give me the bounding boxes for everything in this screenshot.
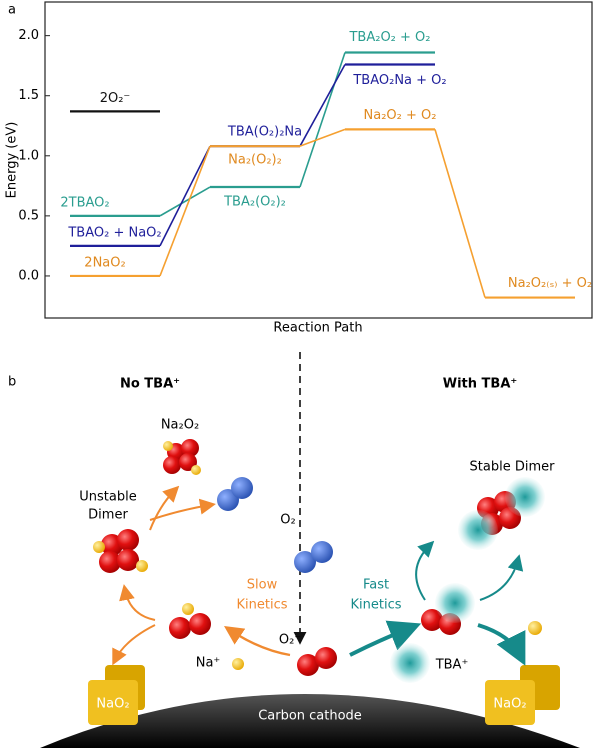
na-label: Na⁺ bbox=[196, 656, 221, 671]
slow-label: Kinetics bbox=[236, 598, 287, 613]
y-axis-label: Energy (eV) bbox=[5, 122, 20, 199]
level-label: TBAO₂Na + O₂ bbox=[352, 73, 446, 88]
level-label: Na₂(O₂)₂ bbox=[228, 153, 282, 168]
superoxide-label: O₂⁻ bbox=[279, 633, 301, 648]
na-ion bbox=[528, 621, 542, 635]
fast-arrow bbox=[349, 620, 422, 657]
nao2-left: NaO₂ bbox=[88, 665, 145, 725]
arrow bbox=[415, 540, 435, 601]
na-ion bbox=[232, 658, 244, 670]
arrow bbox=[112, 624, 156, 666]
o2-molecule bbox=[231, 477, 253, 499]
slow-arrow bbox=[224, 626, 291, 657]
stable-label: Stable Dimer bbox=[470, 460, 556, 475]
left-title: No TBA⁺ bbox=[120, 377, 180, 392]
dimer-label: Dimer bbox=[88, 508, 128, 523]
connector bbox=[299, 64, 346, 147]
level-label: TBA₂(O₂)₂ bbox=[223, 195, 286, 210]
panel-label: b bbox=[8, 375, 16, 390]
unstable-label: Unstable bbox=[79, 490, 136, 505]
nao2-label: NaO₂ bbox=[96, 697, 129, 712]
arrow bbox=[119, 584, 156, 621]
level-label: Na₂O₂₍ₛ₎ + O₂ bbox=[508, 276, 592, 291]
fast-label: Kinetics bbox=[350, 598, 401, 613]
panel-label: a bbox=[8, 3, 16, 18]
o2-molecule bbox=[311, 541, 333, 563]
mechanism-diagram: b No TBA⁺ With TBA⁺ Carbon cathode NaO₂ … bbox=[8, 352, 580, 748]
tba-o2-pair bbox=[421, 583, 475, 635]
connector bbox=[299, 128, 346, 147]
y-tick-label: 0.0 bbox=[18, 268, 39, 283]
tba-label: TBA⁺ bbox=[435, 658, 469, 673]
energy-chart: a Energy (eV) Reaction Path 0.0 0.5 1.0 1.5… bbox=[5, 1, 593, 336]
superoxide bbox=[315, 647, 337, 669]
level-label: Na₂O₂ + O₂ bbox=[364, 108, 437, 123]
connector bbox=[434, 129, 486, 298]
unstable-dimer bbox=[93, 529, 148, 573]
nao2-label: NaO₂ bbox=[493, 697, 526, 712]
y-tick-label: 0.5 bbox=[18, 208, 39, 223]
cathode bbox=[40, 694, 580, 748]
arrow bbox=[477, 623, 526, 666]
stable-dimer bbox=[458, 477, 545, 550]
na2o2-label: Na₂O₂ bbox=[161, 418, 199, 433]
arrow bbox=[479, 554, 524, 601]
y-tick-label: 1.0 bbox=[18, 148, 39, 163]
right-title: With TBA⁺ bbox=[443, 377, 518, 392]
fast-label: Fast bbox=[363, 578, 389, 593]
connector bbox=[159, 145, 211, 247]
level-label: TBA₂O₂ + O₂ bbox=[348, 30, 430, 45]
connector bbox=[299, 52, 346, 188]
o2-label: O₂ bbox=[280, 513, 295, 528]
level-label: TBA(O₂)₂Na bbox=[227, 125, 302, 140]
o2-molecule bbox=[294, 551, 316, 573]
level-label: 2TBAO₂ bbox=[60, 195, 109, 210]
tba-ion bbox=[390, 643, 430, 683]
nao2-right: NaO₂ bbox=[485, 665, 560, 725]
level-label: 2NaO₂ bbox=[84, 255, 125, 270]
y-tick-label: 1.5 bbox=[18, 88, 39, 103]
cathode-label: Carbon cathode bbox=[258, 709, 362, 724]
x-axis-label: Reaction Path bbox=[273, 321, 362, 336]
connector bbox=[159, 145, 211, 277]
level-label: TBAO₂ + NaO₂ bbox=[67, 225, 161, 240]
arrow bbox=[149, 498, 216, 521]
level-label: 2O₂⁻ bbox=[100, 91, 131, 106]
y-tick-label: 2.0 bbox=[18, 28, 39, 43]
arrow bbox=[149, 485, 180, 531]
superoxide bbox=[297, 654, 319, 676]
na2o2-cluster bbox=[163, 439, 201, 475]
slow-label: Slow bbox=[247, 578, 278, 593]
plot-frame bbox=[44, 1, 593, 319]
na-o2-pair bbox=[169, 603, 211, 639]
connector bbox=[159, 186, 211, 217]
